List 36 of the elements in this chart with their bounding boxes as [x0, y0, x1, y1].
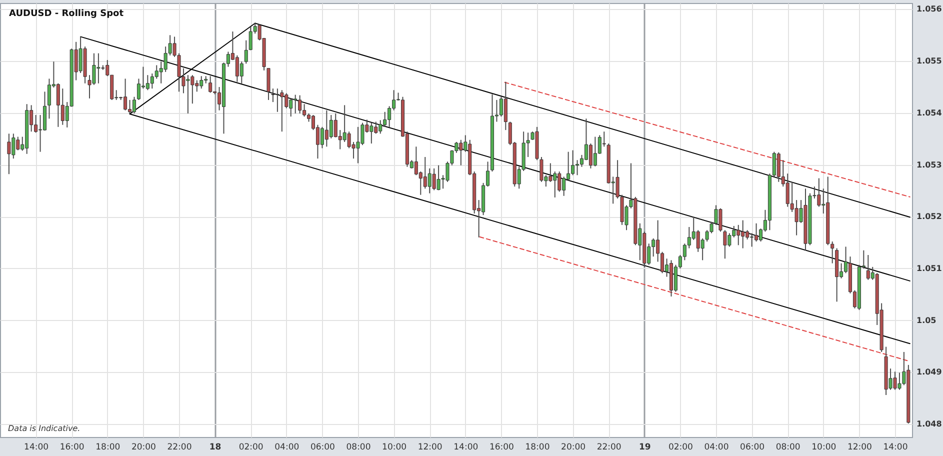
x-tick-label: 18:00: [525, 442, 550, 452]
x-tick-label: 08:00: [346, 442, 371, 452]
annotation: Data is Indicative.: [8, 424, 80, 433]
y-tick-label: 1.05: [916, 316, 937, 325]
y-tick-label: 1.053: [916, 160, 942, 170]
x-tick-label: 06:00: [740, 442, 765, 452]
x-tick-label: 10:00: [812, 442, 836, 452]
x-tick-label: 10:00: [382, 442, 407, 452]
x-tick-label: 14:00: [24, 442, 49, 452]
y-tick-label: 1.048: [916, 420, 942, 429]
x-tick-label: 16:00: [60, 442, 84, 452]
y-tick-label: 1.054: [916, 108, 942, 118]
x-tick-label: 22:00: [167, 442, 192, 452]
x-tick-label: 02:00: [668, 442, 693, 452]
x-tick-label: 02:00: [238, 442, 264, 452]
y-tick-label: 1.056: [916, 4, 942, 14]
x-tick-label: 12:00: [847, 442, 872, 452]
x-tick-label: 08:00: [776, 442, 800, 452]
x-tick-label: 22:00: [596, 442, 622, 452]
x-tick-label: 18:00: [96, 442, 120, 452]
x-tick-label: 19: [638, 442, 651, 452]
x-tick-label: 20:00: [561, 442, 586, 452]
y-tick-label: 1.052: [916, 212, 942, 222]
x-tick-label: 04:00: [704, 442, 729, 452]
x-tick-label: 14:00: [883, 442, 908, 452]
x-tick-label: 04:00: [274, 442, 300, 452]
y-tick-label: 1.051: [916, 264, 942, 273]
y-tick-label: 1.055: [916, 56, 942, 66]
text: AUDUSD - Rolling Spot: [9, 9, 124, 19]
x-tick-label: 14:00: [454, 442, 478, 452]
x-tick-label: 12:00: [418, 442, 442, 452]
y-tick-label: 1.049: [916, 368, 942, 377]
x-tick-label: 20:00: [131, 442, 156, 452]
x-tick-label: 06:00: [310, 442, 335, 452]
x-tick-label: 18: [209, 442, 222, 452]
x-tick-label: 16:00: [489, 442, 514, 452]
